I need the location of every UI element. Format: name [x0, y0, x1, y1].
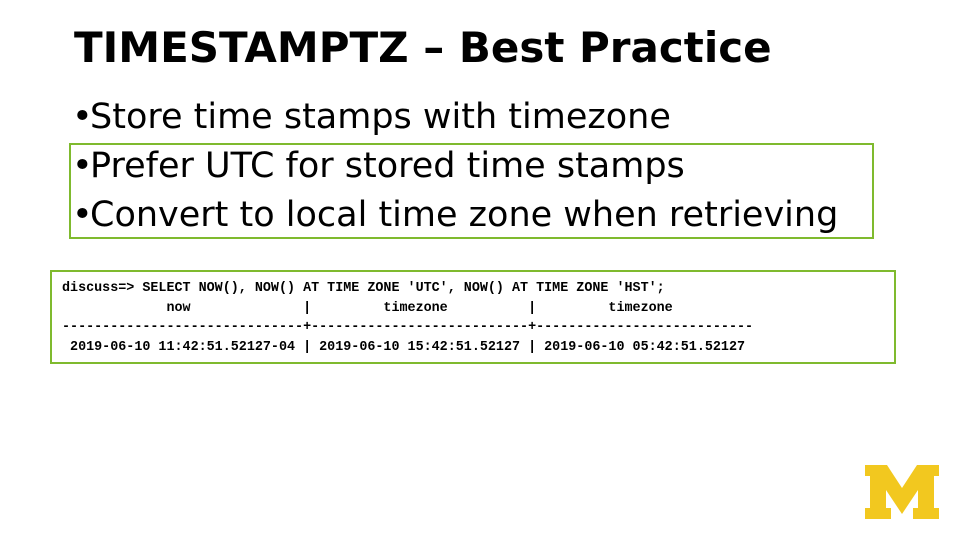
highlight-box [69, 143, 874, 239]
result-header-line: now | timezone | timezone [62, 300, 673, 316]
bullet-marker: • [72, 146, 93, 186]
bullet-text: Prefer UTC for stored time stamps [90, 146, 685, 186]
bullet-item: •Store time stamps with timezone [72, 95, 671, 139]
bullet-marker: • [72, 97, 93, 137]
bullet-item: •Convert to local time zone when retriev… [72, 193, 838, 237]
block-m-logo [865, 465, 939, 519]
bullet-text: Store time stamps with timezone [90, 97, 671, 137]
result-separator-line: ------------------------------+---------… [62, 320, 754, 335]
sql-command-line: discuss=> SELECT NOW(), NOW() AT TIME ZO… [62, 281, 665, 296]
block-m-logo-shape [865, 465, 939, 519]
slide-title: TIMESTAMPTZ – Best Practice [74, 23, 772, 72]
terminal-output-box [50, 270, 896, 364]
bullet-item: •Prefer UTC for stored time stamps [72, 144, 685, 188]
bullet-text: Convert to local time zone when retrievi… [90, 195, 839, 235]
result-row-line: 2019-06-10 11:42:51.52127-04 | 2019-06-1… [62, 339, 746, 355]
bullet-marker: • [72, 195, 93, 235]
terminal-output: discuss=> SELECT NOW(), NOW() AT TIME ZO… [62, 279, 753, 357]
